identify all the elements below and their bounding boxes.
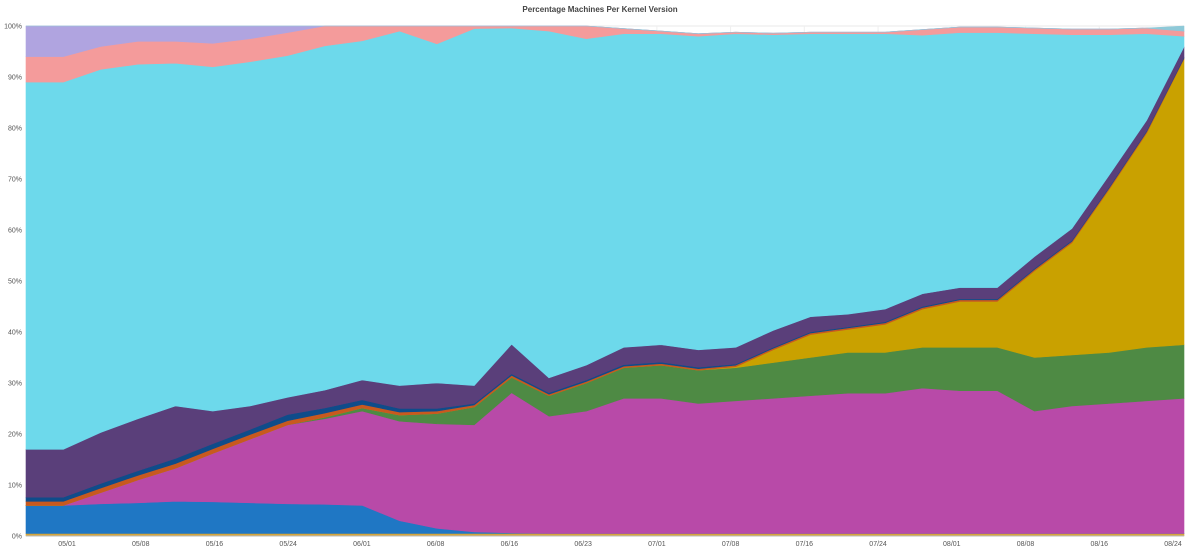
x-tick-label: 08/24 [1164,541,1182,548]
y-tick-label: 60% [8,228,22,235]
y-tick-label: 30% [8,381,22,388]
area-layer [25,25,1185,537]
x-tick-label: 05/08 [132,541,150,548]
y-tick-label: 10% [8,483,22,490]
x-tick-label: 07/24 [869,541,887,548]
x-tick-label: 08/01 [943,541,961,548]
y-tick-label: 80% [8,126,22,133]
y-tick-label: 50% [8,279,22,286]
x-tick-label: 07/01 [648,541,666,548]
x-tick-label: 06/16 [501,541,519,548]
x-tick-label: 05/16 [206,541,224,548]
y-tick-label: 100% [4,24,22,31]
x-tick-label: 05/01 [58,541,76,548]
x-tick-label: 07/08 [722,541,740,548]
y-tick-label: 40% [8,330,22,337]
x-tick-label: 07/16 [796,541,814,548]
y-tick-label: 70% [8,177,22,184]
y-tick-label: 20% [8,432,22,439]
x-tick-label: 06/23 [574,541,592,548]
x-tick-label: 05/24 [279,541,297,548]
x-tick-label: 08/08 [1017,541,1035,548]
chart-title: Percentage Machines Per Kernel Version [522,5,678,14]
area-series-12 [25,25,1185,34]
x-tick-label: 06/01 [353,541,371,548]
x-tick-label: 06/08 [427,541,445,548]
y-tick-label: 90% [8,75,22,82]
y-tick-label: 0% [12,534,22,541]
x-tick-label: 08/16 [1091,541,1109,548]
axis-layer: 0% 10% 20% 30% 40% 50% 60% 70% 80% 90% 100% 05/01 05… [4,24,1184,548]
